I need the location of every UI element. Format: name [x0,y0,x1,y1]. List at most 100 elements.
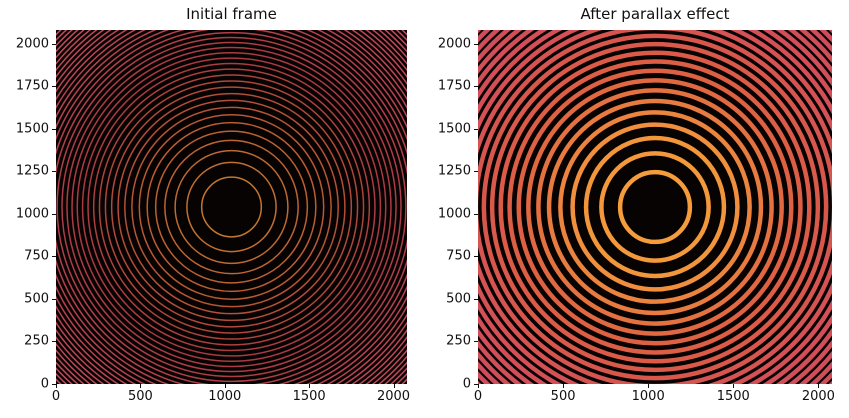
x-tick-mark [309,384,311,388]
x-tick-mark [733,384,735,388]
y-tick-label: 750 [446,248,471,264]
y-tick-label: 2000 [437,36,471,52]
y-tick-mark [52,298,56,300]
x-tick-mark [478,384,479,388]
zone-plate-ring [56,30,407,384]
zone-plate-ring [478,30,832,384]
x-tick-label: 0 [51,389,61,404]
y-tick-mark [52,256,56,258]
zone-plate-ring [92,68,371,346]
y-tick-mark [474,298,478,300]
zone-plate-ring [56,30,407,384]
y-tick-label: 1750 [437,78,471,94]
zone-plate-ring [478,30,832,384]
zone-plate-ring [478,30,832,384]
zone-plate-ring [516,68,794,346]
y-tick-mark [474,171,478,173]
zone-plate-ring [489,41,821,373]
zone-plate-ring [117,92,346,322]
zone-plate-ring [56,30,407,384]
zone-plate-ring [56,30,407,384]
zone-plate-ring [481,33,829,381]
y-tick-label: 2000 [15,36,49,52]
zone-plate-ring [56,30,407,384]
zone-plate-ring [570,122,740,292]
y-tick-label: 1250 [437,163,471,179]
zone-plate-ring [56,30,407,384]
zone-plate-ring [186,161,277,253]
ring-image-initial-frame [56,30,407,384]
zone-plate-ring [87,62,376,352]
y-tick-label: 1750 [15,78,49,94]
y-tick-mark [52,341,56,343]
y-tick-label: 750 [24,248,49,264]
zone-plate-ring [558,110,752,304]
zone-plate-ring [478,30,832,384]
zone-plate-ring [583,135,727,279]
y-tick-mark [52,128,56,130]
y-tick-label: 1500 [437,121,471,137]
y-tick-label: 0 [40,376,49,392]
x-tick-mark [140,384,142,388]
ring-image-after-parallax [478,30,832,384]
zone-plate-ring [56,30,407,384]
y-tick-label: 0 [462,376,471,392]
zone-plate-ring [478,30,832,384]
y-tick-mark [474,341,478,343]
y-tick-mark [52,384,56,385]
y-tick-label: 250 [24,333,49,349]
y-tick-mark [474,43,478,45]
x-tick-mark [818,384,820,388]
x-tick-label: 1000 [631,389,665,404]
x-tick-label: 500 [127,389,153,404]
y-tick-label: 500 [446,291,471,307]
zone-plate-ring [478,30,832,384]
zone-plate-ring [56,30,407,384]
y-tick-mark [52,86,56,88]
zone-plate-ring [478,30,832,384]
x-tick-label: 1500 [716,389,750,404]
y-tick-mark [474,213,478,215]
zone-plate-ring [478,30,832,384]
y-tick-label: 1000 [15,206,49,222]
y-tick-label: 1500 [15,121,49,137]
zone-plate-ring [56,30,407,384]
y-tick-label: 500 [24,291,49,307]
zone-plate-ring [546,98,764,316]
zone-plate-ring [164,139,299,275]
y-tick-mark [52,43,56,45]
zone-plate-ring [56,31,407,383]
zone-plate-ring [536,88,774,326]
y-tick-label: 1250 [15,163,49,179]
y-tick-mark [474,256,478,258]
y-tick-mark [474,384,478,385]
zone-plate-ring [138,114,325,300]
x-tick-mark [224,384,226,388]
x-tick-mark [563,384,565,388]
y-tick-label: 250 [446,333,471,349]
y-tick-label: 1000 [437,206,471,222]
zone-plate-ring [56,30,407,384]
plot-title-after-parallax: After parallax effect [580,5,730,23]
x-tick-mark [648,384,650,388]
zone-plate-ring [56,30,407,384]
zone-plate-ring [526,78,784,336]
zone-plate-ring [146,121,317,293]
zone-plate-ring [478,30,832,384]
zone-plate-ring [66,41,397,373]
x-tick-mark [56,384,57,388]
zone-plate-ring [56,30,407,384]
y-tick-mark [474,128,478,130]
y-tick-mark [52,213,56,215]
x-tick-label: 2000 [376,389,411,404]
zone-plate-ring [599,151,711,263]
zone-plate-ring [61,36,402,378]
zone-plate-ring [154,130,309,284]
zone-plate-ring [104,80,359,334]
zone-plate-ring [56,30,407,384]
zone-plate-ring [110,86,353,328]
plot-title-initial-frame: Initial frame [186,5,277,23]
zone-plate-ring [478,30,832,384]
zone-plate-ring [56,30,407,384]
